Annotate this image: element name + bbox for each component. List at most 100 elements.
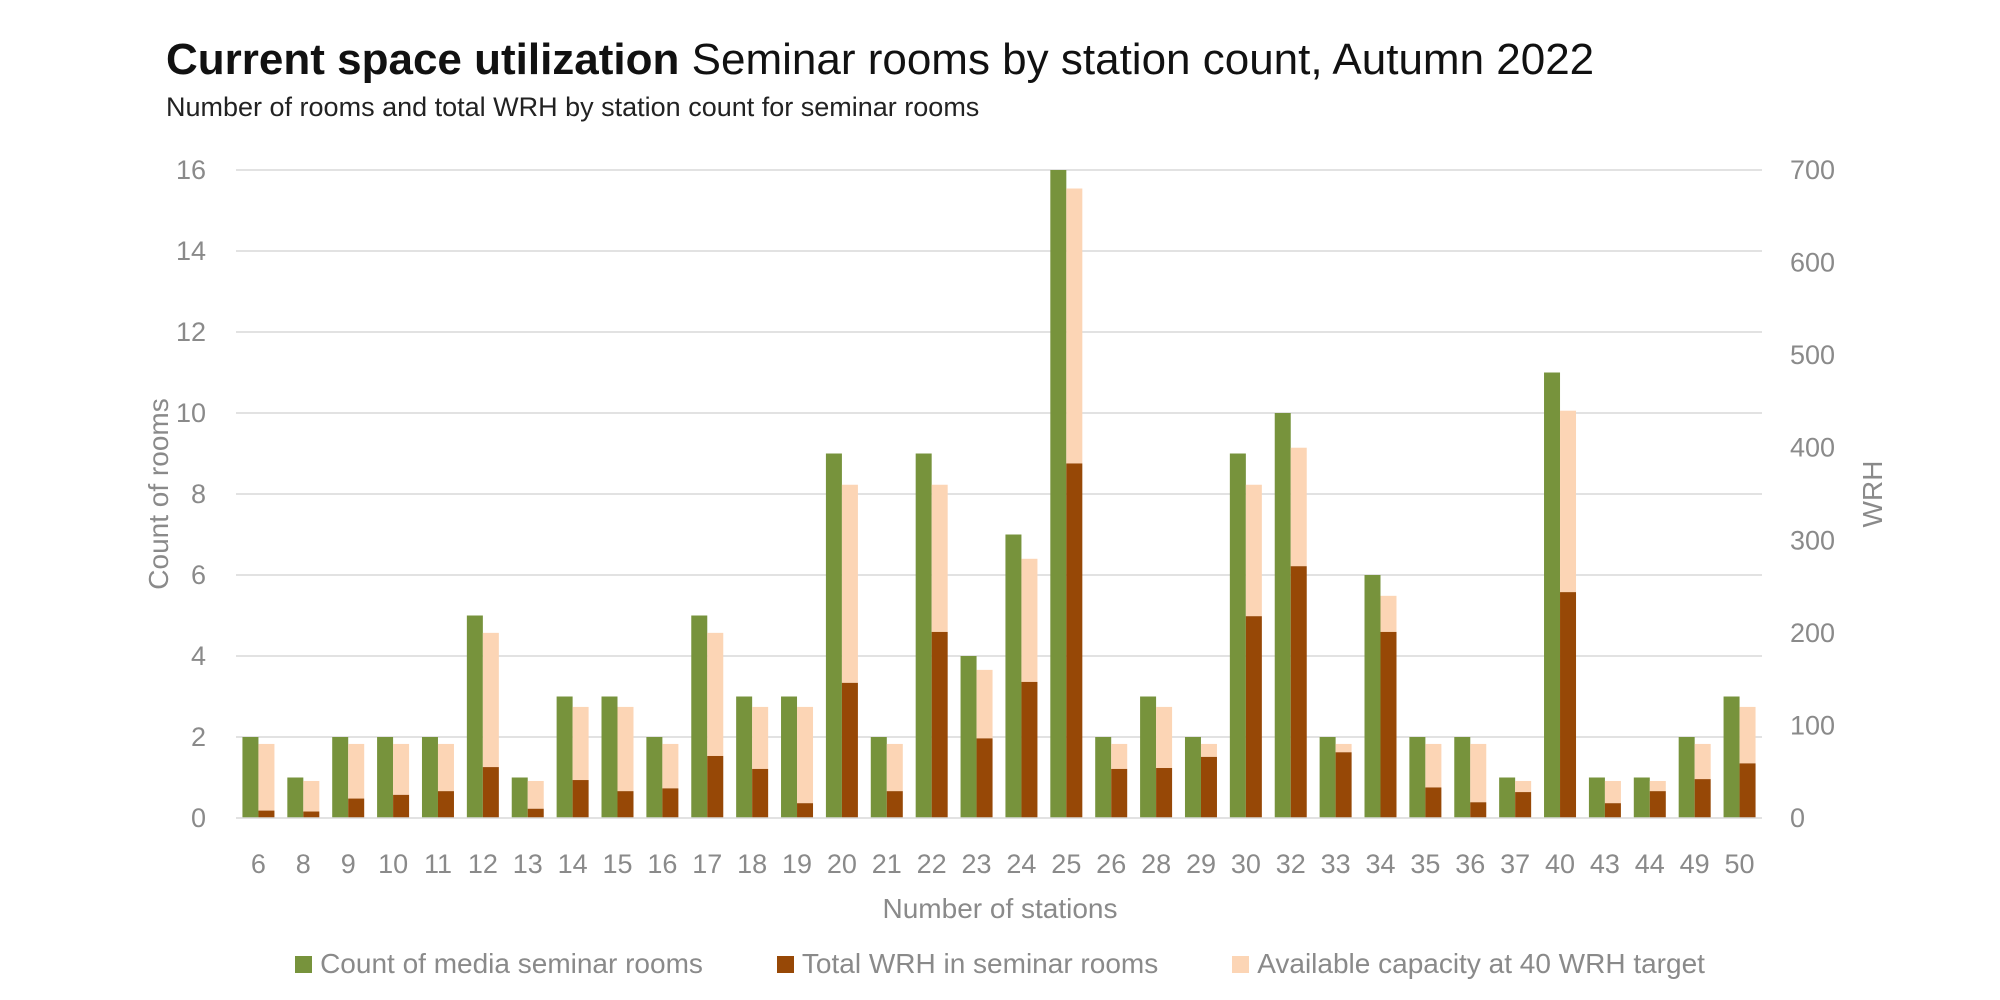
y2-tick-label: 400 xyxy=(1790,433,1835,463)
bar-wrh xyxy=(437,791,454,818)
x-tick-label: 33 xyxy=(1321,849,1351,879)
y2-tick-label: 0 xyxy=(1790,803,1805,833)
bar-wrh xyxy=(1290,566,1307,818)
bar-group xyxy=(1499,777,1532,818)
legend-item-count[interactable]: Count of media seminar rooms xyxy=(295,948,703,980)
bar-group xyxy=(556,696,589,818)
bar-capacity xyxy=(1111,743,1128,769)
x-tick-label: 18 xyxy=(737,849,767,879)
bar-group xyxy=(646,737,679,818)
bar-count xyxy=(332,737,349,818)
bar-count xyxy=(915,453,932,818)
x-tick-label: 22 xyxy=(917,849,947,879)
bar-count xyxy=(421,737,438,818)
bar-count xyxy=(1005,534,1022,818)
y-axis-ticks: 0 2 4 6 8 10 12 14 16 xyxy=(176,155,206,833)
x-tick-label: 9 xyxy=(341,849,356,879)
y-tick-label: 10 xyxy=(176,398,206,428)
bar-capacity xyxy=(1066,188,1083,464)
bar-wrh xyxy=(752,768,769,818)
x-tick-label: 12 xyxy=(468,849,498,879)
y-tick-label: 8 xyxy=(191,479,206,509)
bar-wrh xyxy=(931,631,948,818)
bar-wrh xyxy=(797,803,814,818)
bar-capacity xyxy=(1694,743,1711,780)
y2-tick-label: 100 xyxy=(1790,710,1835,740)
bar-count xyxy=(242,737,259,818)
y2-axis-ticks: 0 100 200 300 400 500 600 700 xyxy=(1790,155,1835,833)
y2-tick-label: 300 xyxy=(1790,525,1835,555)
bar-wrh xyxy=(976,738,993,818)
bar-wrh xyxy=(886,791,903,818)
bar-group xyxy=(1050,170,1083,818)
bar-group xyxy=(1454,737,1487,818)
bar-wrh xyxy=(258,810,275,818)
bar-capacity xyxy=(886,743,903,792)
bar-wrh xyxy=(527,808,544,818)
x-tick-label: 32 xyxy=(1276,849,1306,879)
y-tick-label: 4 xyxy=(191,641,206,671)
bar-capacity xyxy=(1335,743,1352,753)
bar-wrh xyxy=(1739,763,1756,818)
bar-group xyxy=(511,777,544,818)
x-tick-label: 28 xyxy=(1141,849,1171,879)
bar-wrh xyxy=(1156,768,1173,818)
bar-count xyxy=(287,777,304,818)
bar-count xyxy=(1454,737,1471,818)
x-tick-label: 30 xyxy=(1231,849,1261,879)
y-tick-label: 0 xyxy=(191,803,206,833)
bar-group xyxy=(1005,534,1038,818)
bar-capacity xyxy=(1380,595,1397,632)
bar-group xyxy=(242,737,275,818)
y2-tick-label: 200 xyxy=(1790,618,1835,648)
gridlines xyxy=(236,169,1762,738)
bar-group xyxy=(960,656,993,818)
x-tick-label: 44 xyxy=(1635,849,1665,879)
legend-item-wrh[interactable]: Total WRH in seminar rooms xyxy=(776,948,1158,980)
y2-tick-label: 700 xyxy=(1790,155,1835,185)
bar-wrh xyxy=(1694,779,1711,818)
bar-count xyxy=(1499,777,1516,818)
bar-capacity xyxy=(527,780,544,809)
bar-wrh xyxy=(617,791,634,818)
y-tick-label: 2 xyxy=(191,722,206,752)
bar-wrh xyxy=(707,755,724,818)
x-tick-label: 50 xyxy=(1725,849,1755,879)
bar-wrh xyxy=(1560,592,1577,818)
bar-wrh xyxy=(662,788,679,818)
bar-wrh xyxy=(1425,787,1442,818)
bar-group xyxy=(1588,777,1621,818)
bar-count xyxy=(691,615,708,818)
bar-count xyxy=(1229,453,1246,818)
x-tick-label: 36 xyxy=(1455,849,1485,879)
y2-axis-label: WRH xyxy=(1857,461,1888,528)
bar-wrh xyxy=(1515,792,1532,818)
bar-group xyxy=(1633,777,1666,818)
chart-title-bold: Current space utilization xyxy=(166,35,680,84)
bar-group xyxy=(915,453,948,818)
bar-group xyxy=(1095,737,1128,818)
x-tick-label: 23 xyxy=(962,849,992,879)
bar-wrh xyxy=(1111,768,1128,818)
x-axis-ticks: 6 8 9 10 11 12 13 14 15 16 17 18 19 20 21 22 23 24 25 26 28 2… xyxy=(251,849,1755,879)
bar-count xyxy=(1409,737,1426,818)
bar-count xyxy=(1364,575,1381,818)
bar-capacity xyxy=(1739,706,1756,764)
legend-swatch-capacity xyxy=(1232,955,1250,973)
legend-swatch-wrh xyxy=(776,955,794,973)
bar-count xyxy=(1319,737,1336,818)
bar-count xyxy=(1588,777,1605,818)
legend-item-capacity[interactable]: Available capacity at 40 WRH target xyxy=(1232,948,1705,980)
bar-wrh xyxy=(1604,803,1621,818)
bar-capacity xyxy=(662,743,679,789)
bar-capacity xyxy=(931,484,948,632)
bar-group xyxy=(332,737,365,818)
bar-wrh xyxy=(572,780,589,818)
bar-count xyxy=(1095,737,1112,818)
bar-wrh xyxy=(1245,616,1262,818)
chart-subtitle: Number of rooms and total WRH by station… xyxy=(166,92,980,122)
x-tick-label: 15 xyxy=(602,849,632,879)
bar-capacity xyxy=(303,780,320,812)
chart-title: Current space utilization Seminar rooms … xyxy=(166,32,1594,88)
x-tick-label: 34 xyxy=(1365,849,1395,879)
